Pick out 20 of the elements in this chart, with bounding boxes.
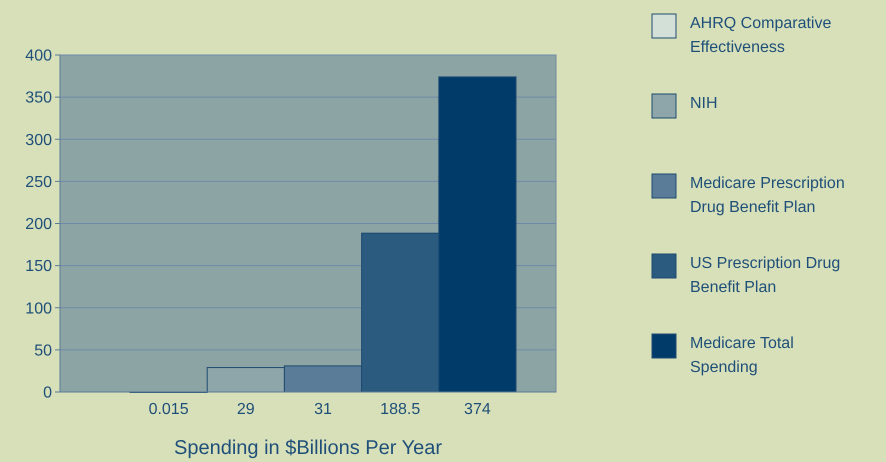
y-tick-label: 100 [25, 300, 52, 318]
y-tick-label: 50 [34, 342, 52, 360]
y-tick-label: 150 [25, 258, 52, 276]
y-tick-label: 400 [25, 48, 52, 65]
y-tick-label: 0 [43, 384, 52, 402]
x-tick-label: 0.015 [148, 401, 189, 418]
y-tick-label: 300 [25, 132, 52, 149]
legend-label: Medicare Total Spending [690, 335, 794, 376]
legend-label: AHRQ Comparative Effectiveness [690, 15, 832, 56]
legend-label: US Prescription Drug Benefit Plan [690, 255, 840, 296]
legend-label: NIH [690, 95, 718, 112]
x-tick-label: 374 [464, 401, 491, 418]
y-tick-label: 350 [25, 90, 52, 107]
x-tick-label: 29 [236, 401, 255, 418]
x-tick-label: 188.5 [380, 401, 420, 418]
y-tick-label: 250 [25, 174, 52, 191]
y-tick-label: 200 [25, 216, 52, 234]
legend-label: Medicare Prescription Drug Benefit Plan [690, 175, 845, 216]
x-axis-title: Spending in $Billions Per Year [174, 437, 442, 459]
x-tick-label: 31 [314, 401, 332, 418]
